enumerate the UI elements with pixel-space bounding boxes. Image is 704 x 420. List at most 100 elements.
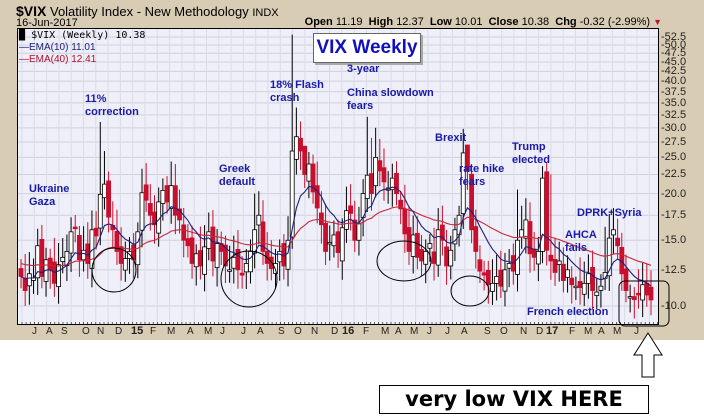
annotation-line: DPRK+Syria	[577, 207, 642, 219]
y-tick-label: -50.0	[661, 38, 687, 51]
open-value: 11.19	[335, 16, 363, 28]
x-tick-label: F	[363, 326, 370, 337]
annotation-correction: 11% correction	[85, 93, 139, 119]
x-tick-label: M	[381, 326, 390, 337]
annotation-line: 3-year	[347, 63, 380, 75]
y-tick-label: -40.0	[661, 75, 687, 88]
annotation-line: crash	[270, 92, 300, 104]
x-tick-label: N	[311, 326, 319, 337]
annotation-line: Ukraine	[29, 183, 70, 195]
annotation-brexit: Brexit	[435, 132, 466, 145]
x-tick-label: M	[410, 326, 419, 337]
chg-label: Chg	[555, 16, 577, 28]
annotation-line: Gaza	[29, 196, 56, 208]
y-tick-label: -17.5	[661, 209, 687, 222]
y-tick-label: -37.5	[661, 85, 687, 98]
x-tick-label: J	[634, 326, 639, 337]
legend-ema40: EMA(40) 12.41	[29, 54, 97, 65]
close-label: Close	[488, 16, 519, 28]
high-value: 12.37	[396, 16, 424, 28]
x-tick-label: A	[598, 326, 605, 337]
annotation-line: fears	[459, 176, 486, 188]
y-tick-label: -15.0	[661, 234, 687, 247]
annotation-line: rate hike	[459, 163, 505, 175]
x-tick-label: 17	[546, 325, 559, 337]
y-tick-label: -52.5	[661, 31, 687, 44]
x-tick-label: J	[220, 326, 225, 337]
y-tick-label: -25.0	[661, 151, 687, 164]
x-tick-label: 16	[342, 325, 355, 337]
annotation-line: AHCA	[565, 229, 597, 241]
exchange: INDX	[252, 7, 279, 19]
legend-series: $VIX (Weekly) 10.38	[31, 30, 146, 41]
annotation-china: 3-year China slowdown fears	[347, 63, 434, 112]
annotation-trump: Trump elected	[512, 141, 550, 167]
annotation-line: default	[219, 176, 256, 188]
x-tick-label: O	[500, 326, 508, 337]
x-tick-label: A	[395, 326, 402, 337]
x-tick-label: S	[484, 326, 491, 337]
y-tick-label: -27.5	[661, 135, 687, 148]
candle-legend-icon: █	[19, 30, 26, 41]
x-tick-label: F	[150, 326, 157, 337]
annotation-line: 18% Flash	[270, 79, 324, 91]
x-tick-label: M	[613, 326, 622, 337]
x-tick-label: S	[61, 326, 68, 337]
annotation-line: China slowdown	[347, 87, 434, 99]
y-tick-label: -45.0	[661, 56, 687, 69]
annotation-french-election: French election	[527, 306, 608, 319]
chart-title-box: VIX Weekly	[313, 33, 421, 63]
x-tick-label: 15	[131, 325, 144, 337]
x-tick-label: J	[427, 326, 432, 337]
x-tick-label: M	[167, 326, 176, 337]
open-label: Open	[304, 16, 333, 28]
plot-area	[17, 28, 659, 325]
chart-legend: █ $VIX (Weekly) 10.38 —EMA(10) 11.01 —EM…	[19, 30, 145, 66]
annotation-line: fears	[347, 100, 374, 112]
symbol: $VIX	[16, 3, 47, 19]
y-tick-label: -47.5	[661, 47, 687, 60]
annotation-line: Brexit	[435, 132, 467, 144]
x-tick-label: N	[520, 326, 528, 337]
y-tick-label: -32.5	[661, 108, 687, 121]
ohlc-readout: Open 11.19 High 12.37 Low 10.01 Close 10…	[305, 16, 662, 28]
x-tick-label: D	[536, 326, 544, 337]
legend-ema10: EMA(10) 11.01	[29, 42, 96, 53]
low-value: 10.01	[454, 16, 483, 28]
x-tick-label: A	[46, 326, 53, 337]
y-tick-label: -10.0	[661, 300, 687, 313]
annotation-flash-crash: 18% Flash crash	[270, 79, 324, 105]
annotation-greek: Greek default	[219, 163, 255, 189]
y-tick-label: -22.5	[661, 168, 687, 181]
callout-box: very low VIX HERE	[379, 385, 649, 414]
high-label: High	[368, 16, 394, 28]
x-tick-label: F	[569, 326, 576, 337]
x-tick-label: N	[97, 326, 105, 337]
annotation-line: elected	[512, 154, 550, 166]
close-value: 10.38	[521, 16, 550, 28]
ema10-line-icon: —	[19, 42, 29, 53]
x-tick-label: A	[187, 326, 194, 337]
y-tick-label: -20.0	[661, 187, 687, 200]
x-tick-label: M	[584, 326, 593, 337]
annotation-ukraine: Ukraine Gaza	[29, 183, 69, 209]
x-tick-label: J	[445, 326, 450, 337]
annotation-line: Trump	[512, 141, 546, 153]
x-tick-label: A	[461, 326, 468, 337]
x-tick-label: M	[204, 326, 213, 337]
y-tick-label: -12.5	[661, 263, 687, 276]
annotation-line: 11%	[85, 93, 107, 105]
chart-date: 16-Jun-2017	[16, 17, 78, 29]
y-tick-label: -35.0	[661, 96, 687, 109]
annotation-line: correction	[85, 106, 139, 118]
x-tick-label: A	[257, 326, 264, 337]
down-triangle-icon: ▼	[653, 17, 662, 27]
ema40-line-icon: —	[19, 54, 29, 65]
chg-value: -0.32 (-2.99%)	[579, 16, 651, 28]
annotation-line: Greek	[219, 163, 251, 175]
symbol-name: Volatility Index - New Methodology	[49, 4, 249, 19]
x-tick-label: D	[115, 326, 123, 337]
y-tick-label: -30.0	[661, 121, 687, 134]
x-tick-label: J	[32, 326, 37, 337]
